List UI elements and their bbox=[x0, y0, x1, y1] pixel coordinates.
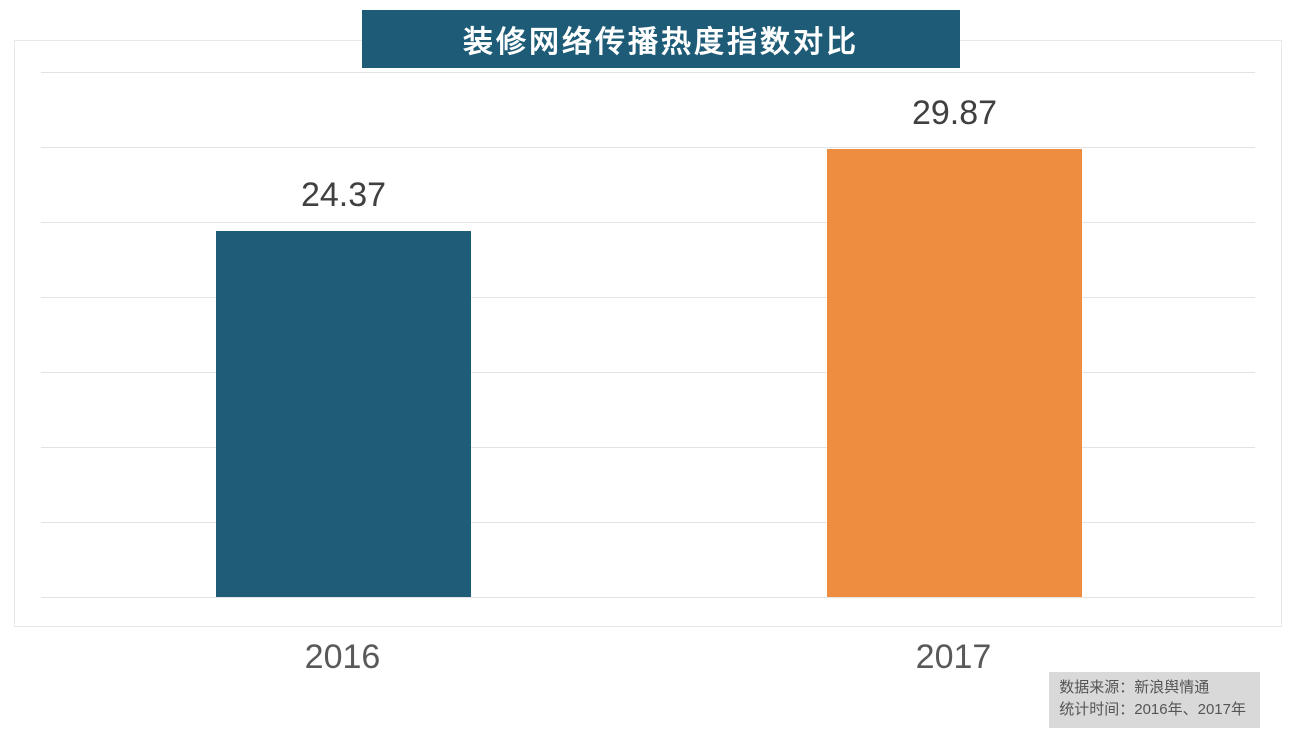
gridline bbox=[41, 522, 1255, 523]
x-axis-label-2017: 2017 bbox=[915, 638, 992, 676]
gridline bbox=[41, 597, 1255, 598]
bar-value-label-2017: 29.87 bbox=[911, 94, 998, 132]
gridline bbox=[41, 222, 1255, 223]
chart-title: 装修网络传播热度指数对比 bbox=[362, 10, 960, 68]
bar-value-label-2016: 24.37 bbox=[300, 176, 387, 214]
bar-2017 bbox=[827, 149, 1082, 597]
bar-2016 bbox=[216, 231, 471, 597]
x-axis-label-2016: 2016 bbox=[304, 638, 381, 676]
gridlines bbox=[41, 72, 1255, 598]
gridline bbox=[41, 72, 1255, 73]
source-note-line1: 数据来源：新浪舆情通 bbox=[1059, 679, 1210, 696]
source-note-line2: 统计时间：2016年、2017年 bbox=[1059, 701, 1246, 718]
gridline bbox=[41, 447, 1255, 448]
plot-area: 24.37 29.87 bbox=[14, 40, 1282, 627]
bar-group-2016: 24.37 bbox=[216, 176, 471, 597]
bar-group-2017: 29.87 bbox=[827, 94, 1082, 597]
source-note: 数据来源：新浪舆情通 统计时间：2016年、2017年 bbox=[1049, 672, 1260, 728]
gridline bbox=[41, 372, 1255, 373]
gridline bbox=[41, 147, 1255, 148]
gridline bbox=[41, 297, 1255, 298]
